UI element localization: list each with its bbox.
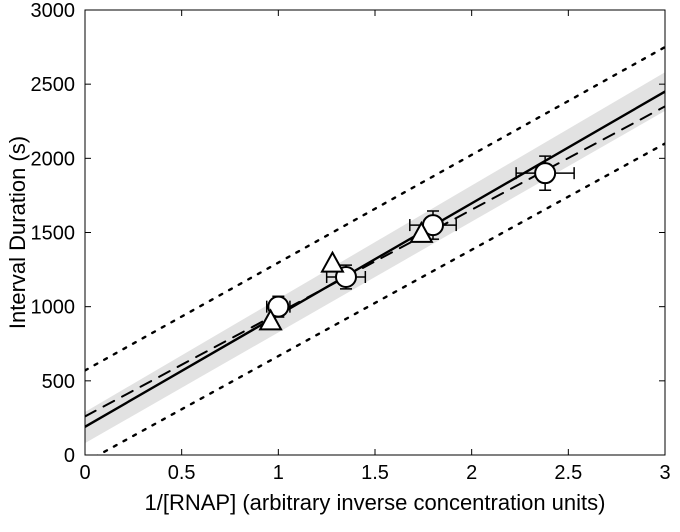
xtick-label: 3 xyxy=(659,462,670,484)
ci-lower-dotted xyxy=(85,144,665,463)
fit-solid xyxy=(85,92,665,427)
ci-upper-dotted xyxy=(85,47,665,370)
xtick-label: 1.5 xyxy=(361,462,389,484)
xtick-label: 2 xyxy=(466,462,477,484)
chart-container: 0 0.5 1 1.5 2 2.5 3 0 500 1000 1500 2000 2500 3000 1/[… xyxy=(0,0,680,532)
marker-triangle xyxy=(322,253,343,272)
y-axis-title: Interval Duration (s) xyxy=(5,136,30,329)
scatter-chart: 0 0.5 1 1.5 2 2.5 3 0 500 1000 1500 2000 2500 3000 1/[… xyxy=(0,0,680,532)
ytick-label: 3000 xyxy=(31,0,76,22)
xtick-label: 2.5 xyxy=(554,462,582,484)
ytick-label: 0 xyxy=(64,445,75,467)
ytick-label: 500 xyxy=(42,371,75,393)
confidence-band xyxy=(85,72,665,443)
xtick-label: 0 xyxy=(79,462,90,484)
ytick-label: 1500 xyxy=(31,223,76,245)
x-axis-title: 1/[RNAP] (arbitrary inverse concentratio… xyxy=(145,490,606,515)
xtick-label: 0.5 xyxy=(168,462,196,484)
marker-circle xyxy=(535,163,555,183)
ytick-label: 2500 xyxy=(31,74,76,96)
ytick-label: 1000 xyxy=(31,297,76,319)
ytick-label: 2000 xyxy=(31,148,76,170)
xtick-label: 1 xyxy=(273,462,284,484)
